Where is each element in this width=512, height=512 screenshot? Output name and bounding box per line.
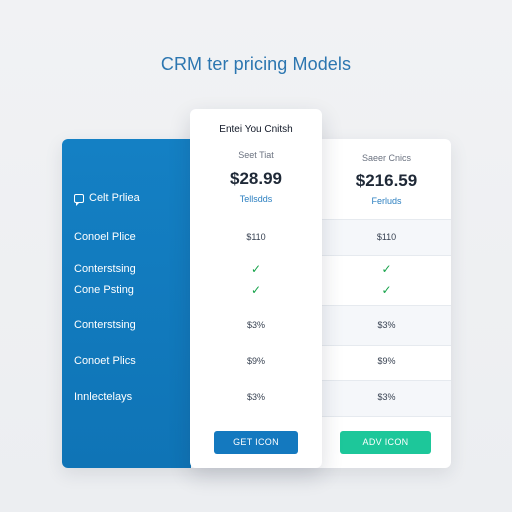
plan-period: Tellsdds xyxy=(239,194,273,204)
plan-column-featured: Entei You Cnitsh Seet Tiat $28.99 Tellsd… xyxy=(190,109,322,468)
plan-cell: $3% xyxy=(246,320,265,330)
feature-row-label: Conterstsing xyxy=(74,319,136,331)
feature-row-label: Conoel Plice xyxy=(74,231,136,243)
plan-price: $216.59 xyxy=(355,171,418,190)
feature-column: Celt Prliea Conoel Plice Conterstsing Co… xyxy=(62,139,191,468)
plan-column: Saeer Cnics $216.59 Ferluds $110 ✓ ✓ $3%… xyxy=(322,139,451,468)
plan-cell: $9% xyxy=(377,356,396,366)
check-icon: ✓ xyxy=(381,283,392,297)
plan-cell: $3% xyxy=(377,320,396,330)
plan-cell: $3% xyxy=(377,392,396,402)
feature-row-label: Innlectelays xyxy=(74,391,133,403)
check-icon: ✓ xyxy=(381,262,392,276)
plan-top-label: Entei You Cnitsh xyxy=(219,124,293,135)
plan-cell: $9% xyxy=(246,356,265,366)
feature-row-label: Cone Psting xyxy=(74,284,134,296)
feature-row-label: Conoet Plics xyxy=(74,355,136,367)
feature-header-label: Celt Prliea xyxy=(89,192,140,204)
plan-subtitle: Seet Tiat xyxy=(238,150,274,160)
feature-row-label: Conterstsing xyxy=(74,263,136,275)
adv-icon-button[interactable]: ADV ICON xyxy=(340,431,431,454)
plan-subtitle: Saeer Cnics xyxy=(361,153,412,163)
chat-icon xyxy=(74,193,84,206)
plan-cell: $110 xyxy=(376,232,397,242)
plan-period: Ferluds xyxy=(371,196,402,206)
page-title: CRM ter pricing Models xyxy=(160,54,352,74)
plan-price: $28.99 xyxy=(230,169,282,188)
plan-cell: $110 xyxy=(246,232,266,242)
plan-cell: $3% xyxy=(246,392,265,402)
feature-header: Celt Prliea xyxy=(74,192,140,206)
check-icon: ✓ xyxy=(250,262,262,276)
check-icon: ✓ xyxy=(250,283,262,297)
get-icon-button[interactable]: GET ICON xyxy=(214,431,298,454)
